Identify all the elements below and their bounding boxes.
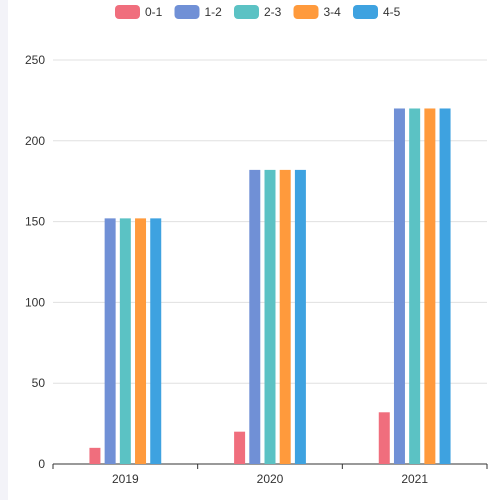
legend-item-3-4[interactable]: 3-4	[293, 5, 342, 19]
bar-2019-2-3[interactable]	[119, 218, 131, 464]
legend-label: 2-3	[264, 5, 282, 19]
y-tick-label: 150	[25, 215, 45, 229]
y-tick-label: 0	[38, 457, 45, 471]
legend-item-2-3[interactable]: 2-3	[234, 5, 282, 19]
bar-2020-3-4[interactable]	[279, 169, 291, 464]
bar-2020-4-5[interactable]	[294, 169, 306, 464]
x-tick-label: 2019	[112, 472, 139, 486]
bar-2019-3-4[interactable]	[135, 218, 147, 464]
legend-item-0-1[interactable]: 0-1	[115, 5, 163, 19]
legend-label: 0-1	[145, 5, 163, 19]
x-tick-label: 2021	[401, 472, 428, 486]
x-tick-label: 2020	[257, 472, 284, 486]
bar-2021-3-4[interactable]	[424, 108, 436, 464]
bar-2019-4-5[interactable]	[150, 218, 162, 464]
bar-2021-2-3[interactable]	[409, 108, 421, 464]
legend-label: 1-2	[205, 5, 223, 19]
bar-2019-0-1[interactable]	[89, 447, 101, 464]
bar-2021-4-5[interactable]	[439, 108, 451, 464]
y-tick-label: 50	[32, 376, 46, 390]
chart-container: 0-1 1-2 2-3 3-4 4-5 0 50 100 150 200 250 2019 2020…	[8, 0, 500, 500]
y-axis: 0 50 100 150 200 250	[25, 53, 45, 471]
x-axis: 2019 2020 2021	[52, 463, 488, 486]
legend-label: 4-5	[383, 5, 401, 19]
legend-item-4-5[interactable]: 4-5	[353, 5, 401, 19]
bar-2020-1-2[interactable]	[249, 169, 261, 464]
bar-2019-1-2[interactable]	[104, 218, 116, 464]
bar-chart: 0-1 1-2 2-3 3-4 4-5 0 50 100 150 200 250 2019 2020…	[25, 5, 488, 486]
bar-2021-1-2[interactable]	[393, 108, 405, 464]
legend-swatch	[115, 5, 140, 19]
y-tick-label: 200	[25, 134, 45, 148]
y-tick-label: 100	[25, 295, 45, 309]
legend-swatch	[293, 5, 319, 19]
bar-2020-2-3[interactable]	[264, 169, 276, 464]
legend-item-1-2[interactable]: 1-2	[174, 5, 223, 19]
legend-label: 3-4	[324, 5, 342, 19]
chart-bars	[89, 108, 451, 464]
legend-swatch	[174, 5, 200, 19]
legend-swatch	[234, 5, 259, 19]
bar-2020-0-1[interactable]	[234, 431, 246, 464]
left-edge-strip	[0, 0, 8, 500]
legend-swatch	[353, 5, 378, 19]
chart-legend: 0-1 1-2 2-3 3-4 4-5	[115, 5, 401, 19]
y-tick-label: 250	[25, 53, 45, 67]
bar-2021-0-1[interactable]	[378, 412, 390, 464]
